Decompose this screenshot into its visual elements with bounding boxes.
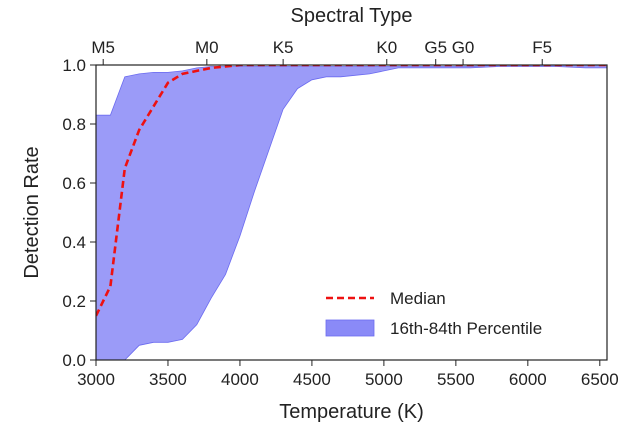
- top-tick-label: G0: [452, 38, 475, 57]
- median-line: [96, 65, 607, 317]
- y-tick-label: 0.2: [62, 292, 86, 311]
- axes: 3000 3500 4000 4500 5000 5500 6000 6500 0.0 0.2 0.…: [62, 38, 618, 389]
- y-tick-label: 0.8: [62, 115, 86, 134]
- x-tick-label: 4000: [221, 370, 259, 389]
- plot-marks: [96, 65, 607, 360]
- x-tick-label: 4500: [293, 370, 331, 389]
- top-tick-label: K5: [273, 38, 294, 57]
- plot-area: [96, 65, 607, 360]
- x-tick-label: 6000: [509, 370, 547, 389]
- top-tick-label: K0: [376, 38, 397, 57]
- y-axis-title: Detection Rate: [21, 146, 43, 278]
- x-tick-label: 5500: [437, 370, 475, 389]
- top-tick-label: G5: [424, 38, 447, 57]
- top-axis-title: Spectral Type: [291, 5, 413, 27]
- y-tick-label: 1.0: [62, 56, 86, 75]
- x-tick-label: 5000: [365, 370, 403, 389]
- top-tick-label: M0: [195, 38, 219, 57]
- top-tick-label: F5: [532, 38, 552, 57]
- top-tick-label: M5: [91, 38, 115, 57]
- y-tick-label: 0.0: [62, 351, 86, 370]
- legend-band-label: 16th-84th Percentile: [390, 319, 542, 338]
- legend-median-label: Median: [390, 289, 446, 308]
- y-tick-label: 0.6: [62, 174, 86, 193]
- plot-frame: [95, 64, 608, 361]
- percentile-band: [96, 65, 607, 360]
- x-tick-label: 3000: [77, 370, 115, 389]
- legend-band-swatch: [325, 319, 375, 337]
- x-tick-label: 3500: [149, 370, 187, 389]
- legend: Median 16th-84th Percentile: [325, 289, 542, 338]
- x-tick-label: 6500: [581, 370, 619, 389]
- x-axis-title: Temperature (K): [279, 401, 424, 423]
- y-tick-label: 0.4: [62, 233, 86, 252]
